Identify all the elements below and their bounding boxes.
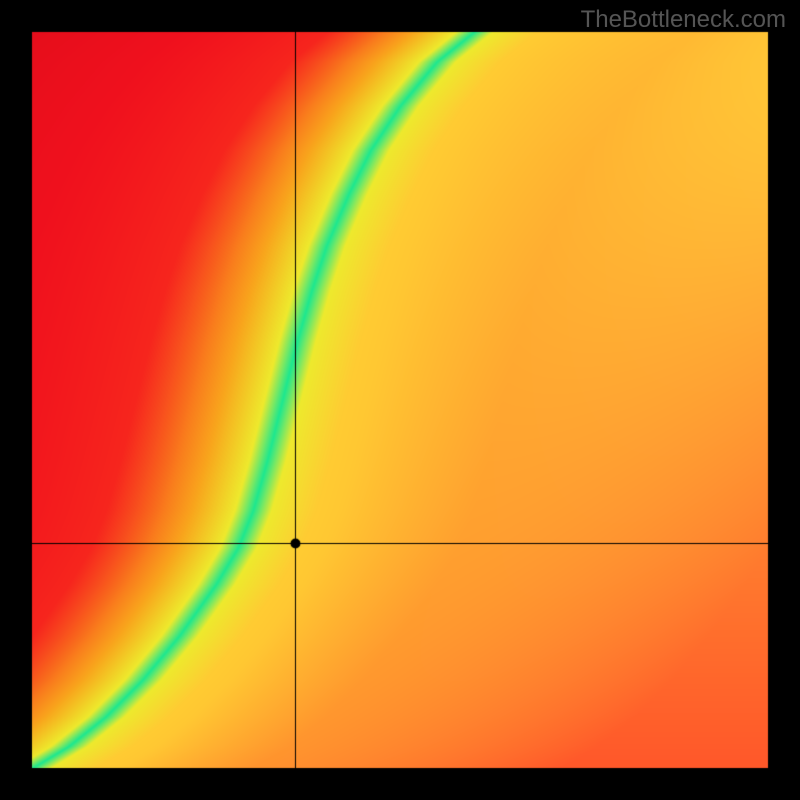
heatmap-canvas: [0, 0, 800, 800]
watermark-text: TheBottleneck.com: [581, 6, 786, 34]
chart-container: TheBottleneck.com: [0, 0, 800, 800]
